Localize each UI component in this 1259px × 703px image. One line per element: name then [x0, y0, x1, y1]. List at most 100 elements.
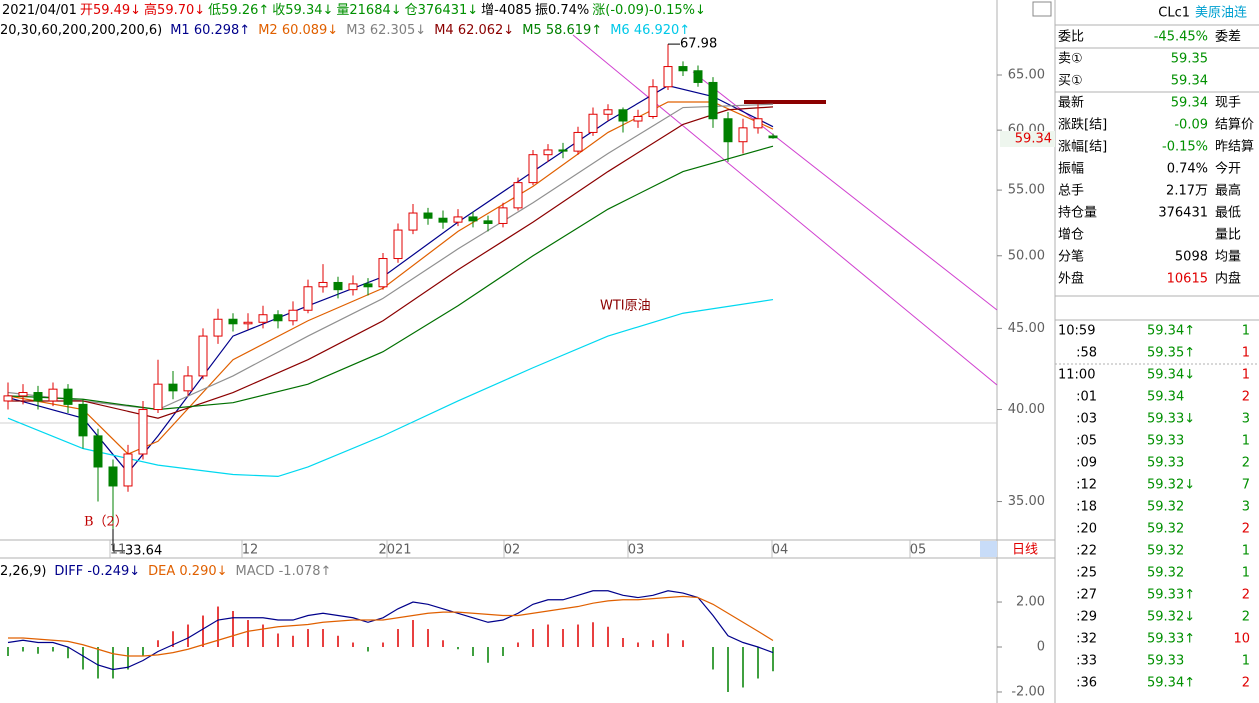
tick-time: 10:59: [1058, 324, 1095, 339]
candle-body: [768, 135, 778, 139]
candle-body: [363, 283, 373, 288]
tick-price: 59.35↑: [1147, 346, 1195, 361]
quote-label: 总手: [1058, 184, 1084, 199]
candle-body: [183, 375, 193, 392]
tick-time: :22: [1076, 544, 1097, 559]
ma-label: M3 62.305↓: [346, 23, 426, 38]
tick-price: 59.34: [1147, 390, 1184, 405]
quote-right-label: 今开: [1215, 161, 1241, 177]
candle-body: [723, 118, 733, 143]
candle-body: [198, 335, 208, 377]
tick-volume: 2: [1242, 588, 1250, 603]
header-item: 开59.49↓: [80, 3, 141, 18]
quote-right-label: 最高: [1215, 183, 1241, 199]
tick-volume: 7: [1242, 478, 1250, 493]
quote-label: 振幅: [1058, 162, 1084, 177]
candle-body: [528, 154, 538, 184]
quote-right-label: 结算价: [1215, 118, 1254, 133]
tick-time: :25: [1076, 566, 1097, 581]
tick-time: :20: [1076, 522, 1097, 537]
tick-volume: 2: [1242, 456, 1250, 471]
tick-time: :29: [1076, 610, 1097, 625]
tick-volume: 1: [1242, 544, 1250, 559]
macd-legend: 2,26,9) DIFF -0.249↓ DEA 0.290↓ MACD -1.078…: [0, 564, 331, 579]
trend-line: [572, 34, 998, 386]
scroll-box[interactable]: [980, 541, 997, 557]
tick-time: :12: [1076, 478, 1097, 493]
name: 美原油连: [1195, 5, 1247, 21]
x-tick-label: 03: [628, 543, 645, 558]
macd-label: DIFF -0.249↓: [54, 564, 140, 579]
quote-value: -0.09: [1174, 118, 1208, 133]
quote-right-label: 现手: [1215, 96, 1241, 111]
ma-line: [7, 145, 774, 411]
header-item: 2021/04/01: [2, 3, 77, 18]
tick-time: :05: [1076, 434, 1097, 449]
tick-price: 59.34↓: [1147, 368, 1195, 383]
tick-volume: 1: [1242, 324, 1250, 339]
ma-params: 20,30,60,200,200,200,6): [0, 23, 162, 38]
tick-volume: 1: [1242, 566, 1250, 581]
x-tick-label: 2021: [378, 543, 411, 558]
tick-price: 59.33: [1147, 456, 1184, 471]
ma-legend: 20,30,60,200,200,200,6) M1 60.298↑ M2 60.0…: [0, 23, 690, 38]
header-item: 高59.70↓: [144, 2, 205, 18]
y-tick-label: 45.00: [1008, 321, 1045, 336]
quote-value: 59.34: [1171, 74, 1208, 89]
candle-body: [423, 212, 433, 219]
candle-body: [63, 388, 73, 405]
x-tick-label: 04: [772, 543, 789, 558]
quote-right-label: 最低: [1215, 206, 1241, 221]
last-price-tag: 59.34: [1015, 132, 1052, 147]
candle-body: [603, 109, 613, 115]
header-item: 量21684↓: [336, 3, 401, 18]
tick-volume: 2: [1242, 390, 1250, 405]
tick-volume: 1: [1242, 654, 1250, 669]
menu-icon[interactable]: [1032, 1, 1052, 17]
y-tick-label: 0: [1037, 640, 1045, 655]
header-item: 增-4085: [481, 3, 532, 18]
candle-body: [288, 309, 298, 322]
quote-label: 委比: [1058, 30, 1084, 45]
header-item: 振0.74%: [535, 3, 589, 18]
quote-label: 涨幅[结]: [1058, 140, 1107, 155]
tick-volume: 2: [1242, 522, 1250, 537]
candle-body: [693, 70, 703, 83]
ma-label: M4 62.062↓: [434, 23, 514, 38]
price-tag: [1000, 131, 1055, 147]
candle-body: [513, 182, 523, 209]
ma-label: M1 60.298↑: [170, 23, 250, 38]
header-item: 收59.34↓: [272, 3, 333, 18]
y-tick-label: 40.00: [1008, 402, 1045, 417]
quote-right-label: 委差: [1215, 30, 1241, 45]
tick-volume: 1: [1242, 434, 1250, 449]
tick-price: 59.34↑: [1147, 676, 1195, 691]
quote-right-label: 量比: [1215, 228, 1241, 243]
candle-body: [678, 66, 688, 72]
tick-time: :32: [1076, 632, 1097, 647]
tick-volume: 1: [1242, 346, 1250, 361]
tick-time: :01: [1076, 390, 1097, 405]
candle-body: [483, 220, 493, 224]
candle-body: [258, 314, 268, 323]
tick-price: 59.33: [1147, 434, 1184, 449]
quote-label: 买①: [1058, 74, 1083, 89]
candle-body: [438, 217, 448, 223]
x-tick-label: 02: [504, 543, 521, 558]
y-tick-label: 2.00: [1016, 595, 1045, 610]
candle-body: [648, 86, 658, 117]
quote-label: 涨跌[结]: [1058, 117, 1107, 133]
high-label: 67.98: [680, 37, 717, 52]
chart-title: WTI原油: [600, 299, 651, 314]
candle-body: [153, 383, 163, 411]
y-tick-label: -2.00: [1011, 684, 1045, 699]
quote-value: 376431: [1158, 206, 1208, 221]
tick-time: :18: [1076, 500, 1097, 515]
tick-price: 59.33: [1147, 654, 1184, 669]
quote-label: 卖①: [1058, 52, 1083, 67]
quote-value: -45.45%: [1154, 30, 1208, 45]
quote-label: 最新: [1058, 95, 1084, 111]
quote-value: 59.35: [1171, 52, 1208, 67]
x-tick-label: 05: [910, 543, 927, 558]
